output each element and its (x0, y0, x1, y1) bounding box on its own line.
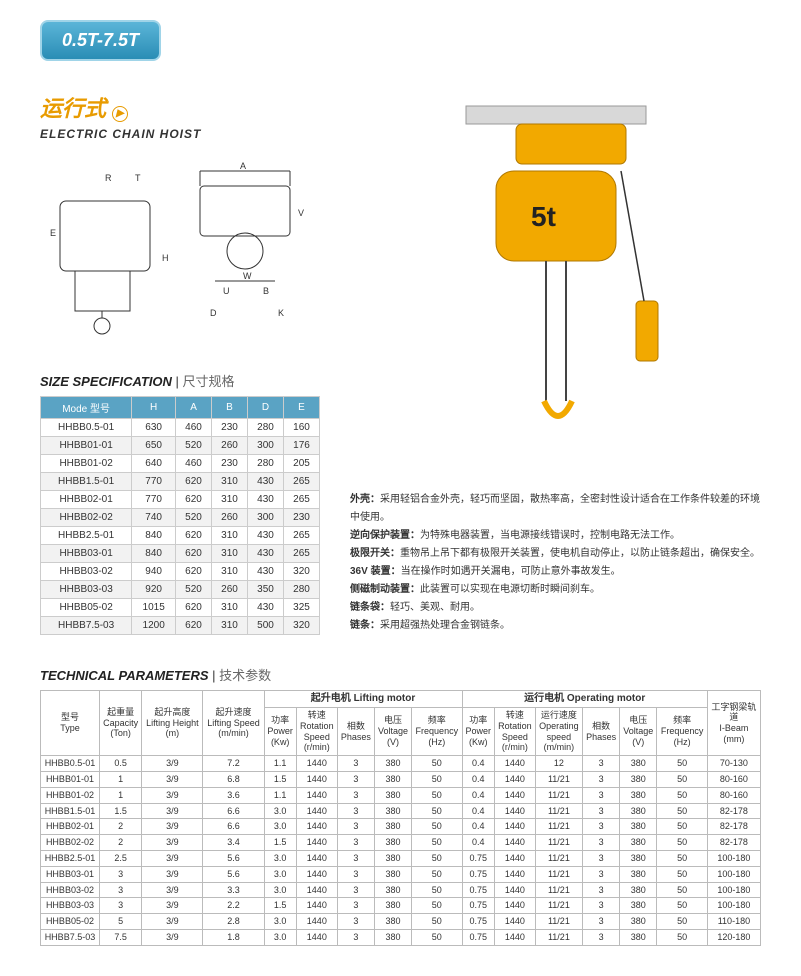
table-row: HHBB05-021015620310430325 (41, 599, 320, 617)
desc-line: 链条袋：轻巧、美观、耐用。 (350, 599, 761, 617)
table-row: HHBB02-0223/93.41.514403380500.4144011/2… (41, 835, 761, 851)
size-col: D (248, 397, 284, 419)
tech-col: 电压Voltage(V) (620, 708, 657, 756)
tech-col: 型号Type (41, 691, 100, 756)
tech-col: 起重量Capacity(Ton) (99, 691, 141, 756)
table-row: HHBB2.5-012.53/95.63.014403380500.751440… (41, 850, 761, 866)
size-col: E (283, 397, 319, 419)
tech-col: 工字钢梁轨道I-Beam(mm) (707, 691, 760, 756)
table-row: HHBB03-02940620310430320 (41, 563, 320, 581)
table-row: HHBB0.5-010.53/97.21.114403380500.414401… (41, 756, 761, 772)
tech-col: 转速RotationSpeed(r/min) (494, 708, 535, 756)
table-row: HHBB01-02640460230280205 (41, 455, 320, 473)
title-cn: 运行式▶ (40, 91, 320, 123)
title-en: ELECTRIC CHAIN HOIST (40, 127, 320, 141)
size-col: A (176, 397, 212, 419)
table-row: HHBB0.5-01630460230280160 (41, 419, 320, 437)
table-row: HHBB7.5-037.53/91.83.014403380500.751440… (41, 929, 761, 945)
desc-line: 36V 装置：当在操作时如遇开关漏电，可防止意外事故发生。 (350, 563, 761, 581)
desc-line: 外壳：采用轻铝合金外壳，轻巧而坚固，散热率高，全密封性设计适合在工作条件较差的环… (350, 491, 761, 527)
tech-col: 功率Power(Kw) (264, 708, 296, 756)
svg-text:W: W (243, 271, 252, 281)
size-col: B (212, 397, 248, 419)
svg-text:A: A (240, 161, 246, 171)
table-row: HHBB05-0253/92.83.014403380500.75144011/… (41, 914, 761, 930)
table-row: HHBB01-01650520260300176 (41, 437, 320, 455)
svg-text:V: V (298, 208, 304, 218)
description-list: 外壳：采用轻铝合金外壳，轻巧而坚固，散热率高，全密封性设计适合在工作条件较差的环… (350, 491, 761, 635)
capacity-badge: 0.5T-7.5T (40, 20, 161, 61)
table-row: HHBB02-02740520260300230 (41, 509, 320, 527)
desc-line: 逆向保护装置：为特殊电器装置，当电源接线错误时，控制电路无法工作。 (350, 527, 761, 545)
table-row: HHBB02-01770620310430265 (41, 491, 320, 509)
size-heading: SIZE SPECIFICATION | 尺寸规格 (40, 371, 320, 390)
table-row: HHBB03-01840620310430265 (41, 545, 320, 563)
tech-col: 相数Phases (337, 708, 374, 756)
svg-text:B: B (263, 286, 269, 296)
tech-col: 电压Voltage(V) (374, 708, 411, 756)
table-row: HHBB03-0233/93.33.014403380500.75144011/… (41, 882, 761, 898)
table-row: HHBB01-0113/96.81.514403380500.4144011/2… (41, 771, 761, 787)
size-table: Mode 型号HABDE HHBB0.5-01630460230280160HH… (40, 396, 320, 635)
table-row: HHBB03-03920520260350280 (41, 581, 320, 599)
desc-line: 侧磁制动装置：此装置可以实现在电源切断时瞬间刹车。 (350, 581, 761, 599)
table-row: HHBB02-0123/96.63.014403380500.4144011/2… (41, 819, 761, 835)
svg-text:T: T (135, 173, 141, 183)
table-row: HHBB2.5-01840620310430265 (41, 527, 320, 545)
size-col: H (132, 397, 176, 419)
svg-text:K: K (278, 308, 284, 318)
tech-col: 相数Phases (583, 708, 620, 756)
dimension-diagram: R T E H A V W U B D K (40, 161, 320, 351)
tech-col: 频率Frequency(Hz) (412, 708, 462, 756)
table-row: HHBB01-0213/93.61.114403380500.4144011/2… (41, 787, 761, 803)
tech-col: 功率Power(Kw) (462, 708, 494, 756)
desc-line: 极限开关：重物吊上吊下都有极限开关装置，使电机自动停止，以防止链条超出，确保安全… (350, 545, 761, 563)
tech-heading: TECHNICAL PARAMETERS | 技术参数 (40, 665, 761, 684)
product-photo: 5t (350, 91, 761, 471)
size-col: Mode 型号 (41, 397, 132, 419)
svg-text:D: D (210, 308, 217, 318)
table-row: HHBB7.5-031200620310500320 (41, 617, 320, 635)
tech-col: 起升高度Lifting Height(m) (142, 691, 203, 756)
svg-text:R: R (105, 173, 112, 183)
desc-line: 链条：采用超强热处理合金钢链条。 (350, 617, 761, 635)
tech-col: 转速RotationSpeed(r/min) (296, 708, 337, 756)
tech-table: 型号Type起重量Capacity(Ton)起升高度Lifting Height… (40, 690, 761, 946)
tech-col: 起升速度Lifting Speed(m/min) (203, 691, 264, 756)
table-row: HHBB1.5-011.53/96.63.014403380500.414401… (41, 803, 761, 819)
svg-text:E: E (50, 228, 56, 238)
table-row: HHBB03-0133/95.63.014403380500.75144011/… (41, 866, 761, 882)
svg-text:5t: 5t (531, 201, 556, 232)
svg-text:U: U (223, 286, 230, 296)
svg-text:H: H (162, 253, 169, 263)
tech-col: 运行速度Operatingspeed(m/min) (535, 708, 582, 756)
table-row: HHBB03-0333/92.21.514403380500.75144011/… (41, 898, 761, 914)
tech-col: 频率Frequency(Hz) (657, 708, 707, 756)
table-row: HHBB1.5-01770620310430265 (41, 473, 320, 491)
